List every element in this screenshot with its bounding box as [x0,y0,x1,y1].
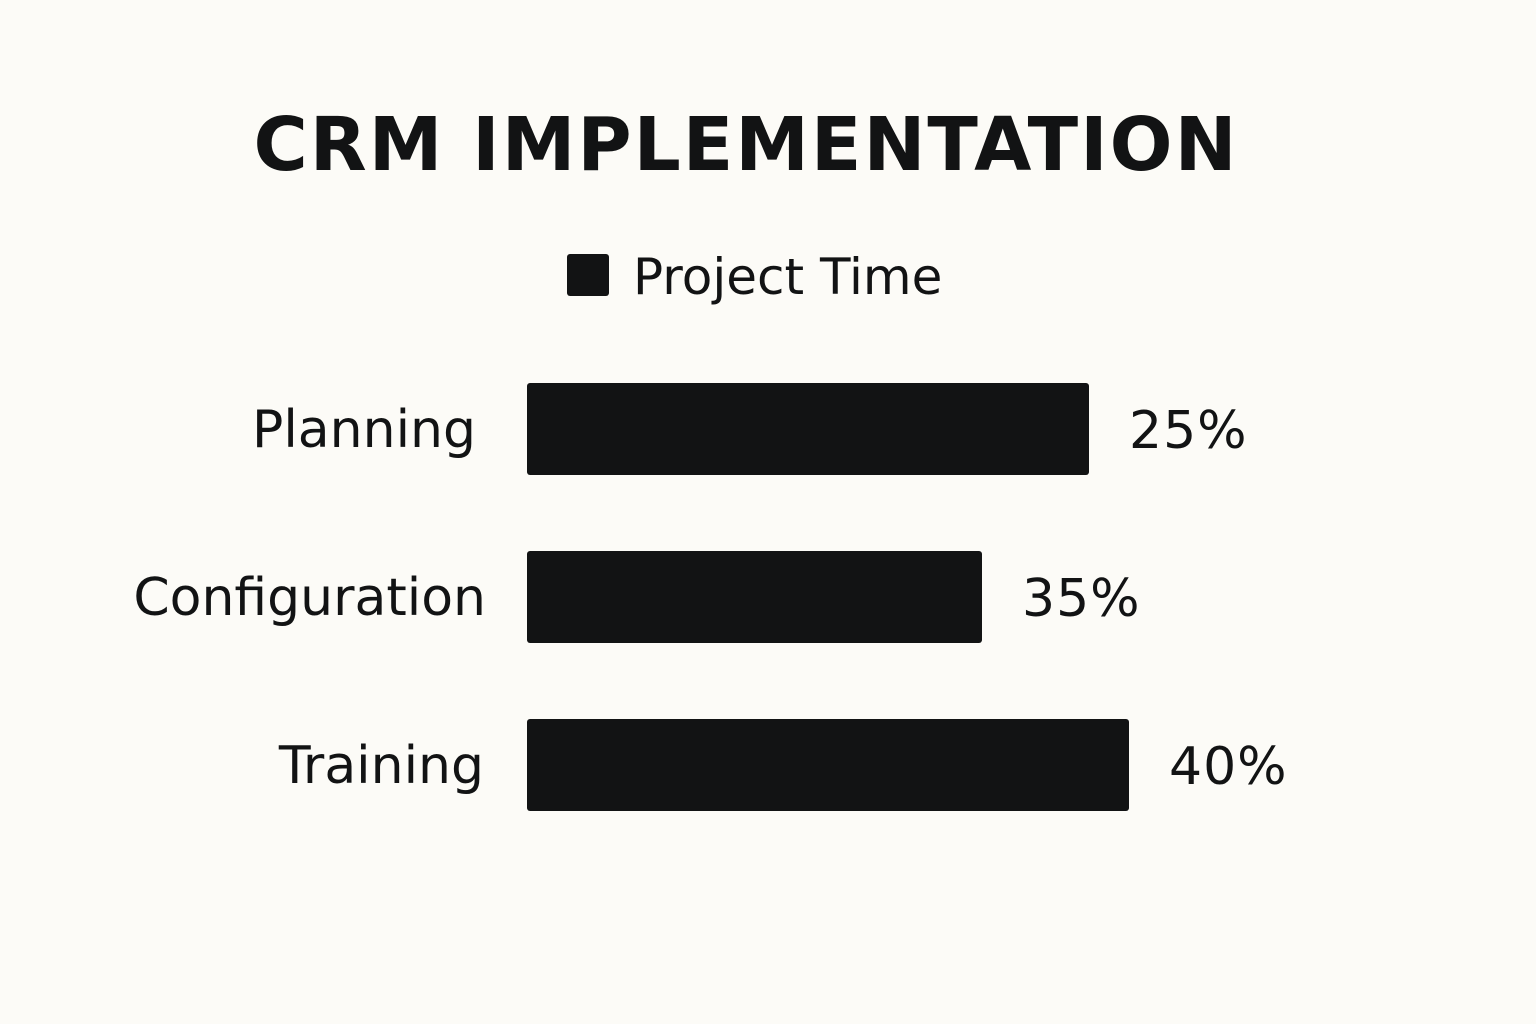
value-label-configuration: 35% [1022,569,1141,629]
value-label-training: 40% [1169,737,1288,797]
category-label-configuration: Configuration [133,568,486,628]
category-label-training: Training [278,736,484,796]
bar-configuration [527,551,982,643]
chart-title: CRM IMPLEMENTATION [253,102,1238,188]
bar-training [527,719,1129,811]
category-label-planning: Planning [252,400,476,460]
legend: Project Time [567,248,942,306]
bar-planning [527,383,1089,475]
legend-swatch [567,254,609,296]
plot-area: Planning 25% Configuration 35% Training 40% [133,383,1287,811]
legend-label: Project Time [633,248,942,306]
value-label-planning: 25% [1129,401,1248,461]
